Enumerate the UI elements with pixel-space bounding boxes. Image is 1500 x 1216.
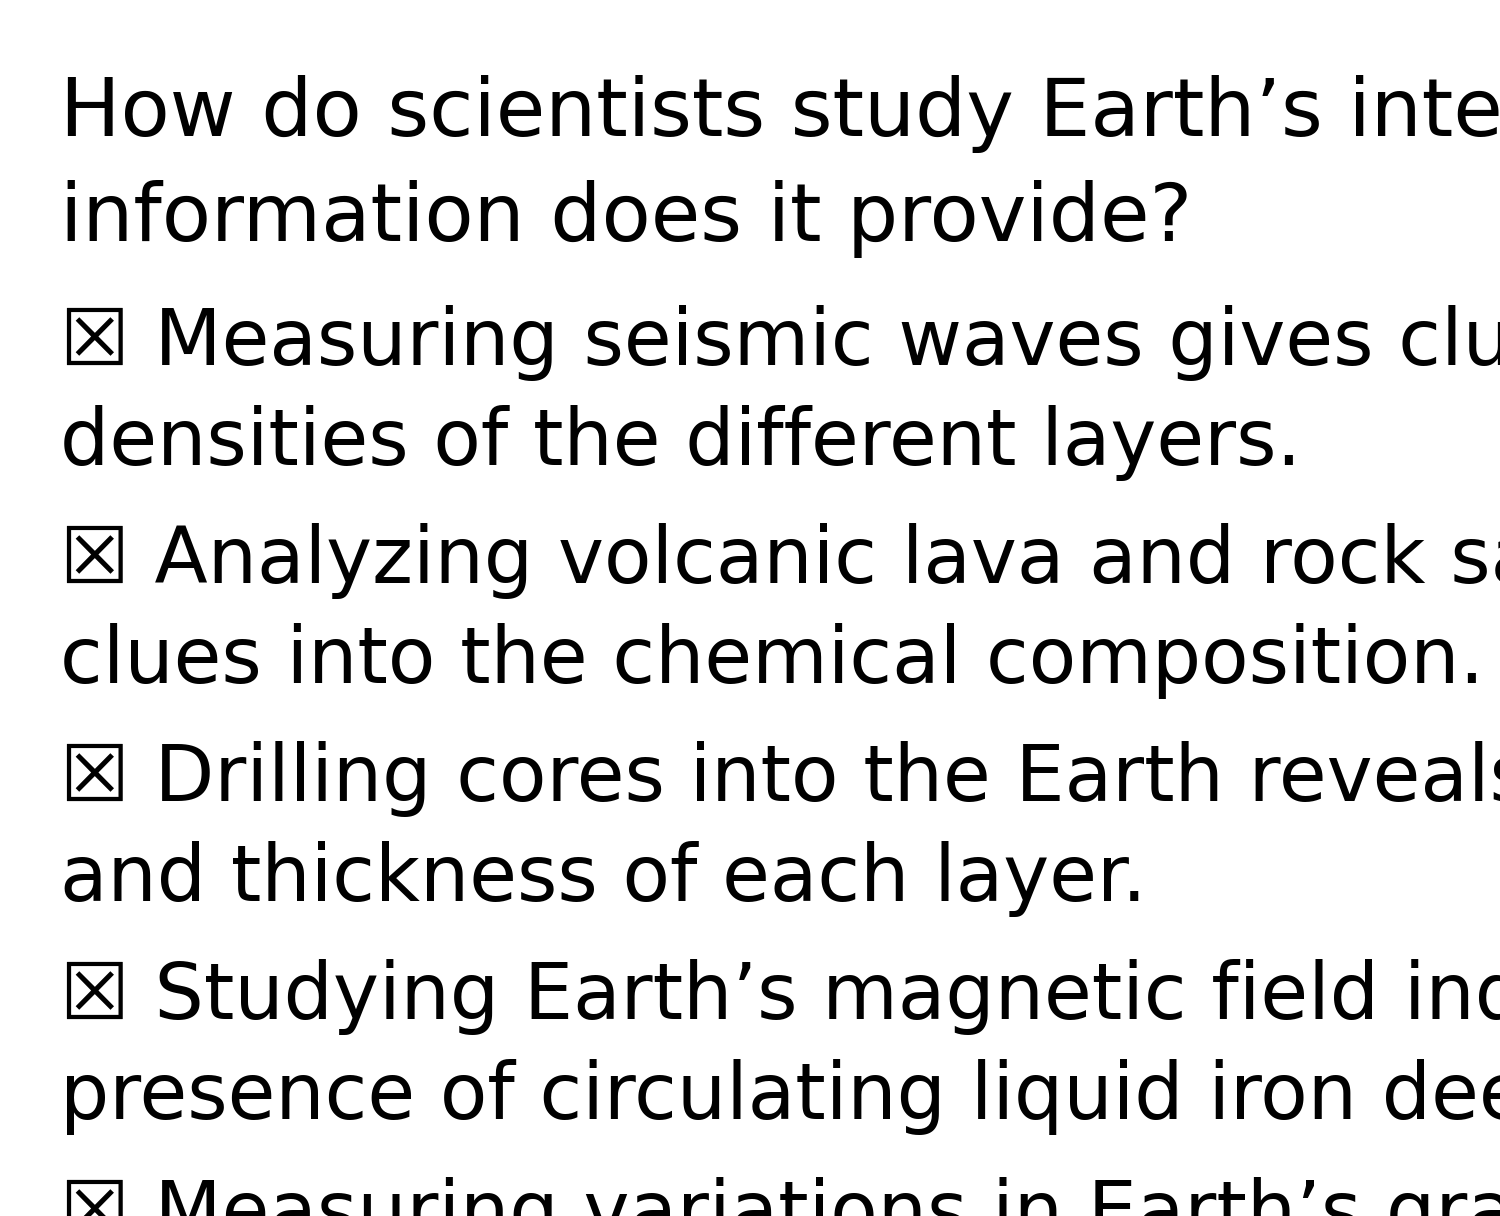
Text: ☒ Analyzing volcanic lava and rock samples provides: ☒ Analyzing volcanic lava and rock sampl… (60, 523, 1500, 599)
Text: presence of circulating liquid iron deep within Earth.: presence of circulating liquid iron deep… (60, 1059, 1500, 1135)
Text: densities of the different layers.: densities of the different layers. (60, 405, 1300, 482)
Text: How do scientists study Earth’s interior and what: How do scientists study Earth’s interior… (60, 75, 1500, 153)
Text: clues into the chemical composition.: clues into the chemical composition. (60, 623, 1484, 699)
Text: ☒ Studying Earth’s magnetic field indicates the: ☒ Studying Earth’s magnetic field indica… (60, 959, 1500, 1035)
Text: ☒ Measuring seismic waves gives clues into the: ☒ Measuring seismic waves gives clues in… (60, 305, 1500, 381)
Text: ☒ Drilling cores into the Earth reveals the structure: ☒ Drilling cores into the Earth reveals … (60, 741, 1500, 817)
Text: ☒ Measuring variations in Earth’s gravitational field: ☒ Measuring variations in Earth’s gravit… (60, 1177, 1500, 1216)
Text: information does it provide?: information does it provide? (60, 180, 1192, 258)
Text: and thickness of each layer.: and thickness of each layer. (60, 841, 1146, 917)
